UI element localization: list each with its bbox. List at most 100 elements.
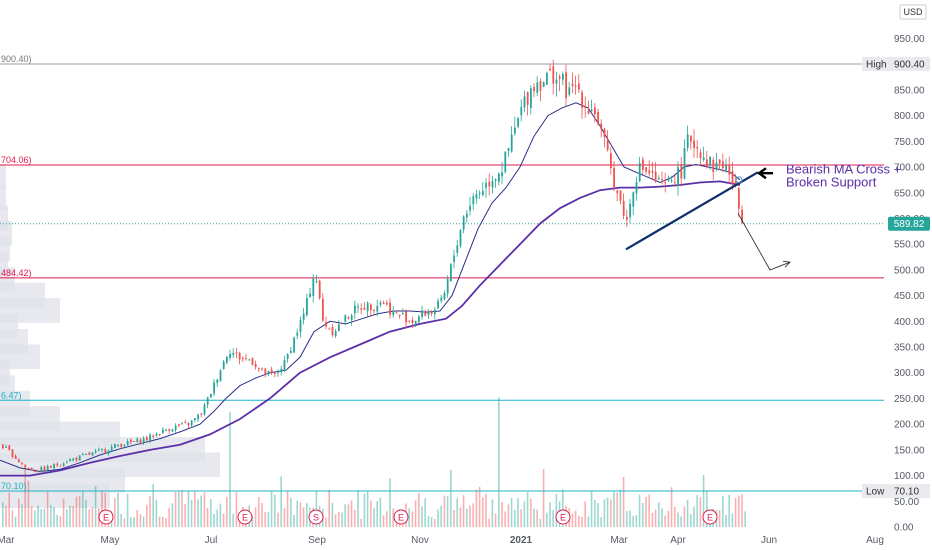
candle-body — [546, 72, 548, 85]
candle — [517, 116, 519, 129]
volume-bar — [552, 510, 554, 527]
candle — [594, 103, 596, 123]
candle — [725, 158, 727, 173]
low-tag-value: 70.10 — [894, 486, 919, 497]
candle — [587, 100, 590, 115]
volume-bar — [101, 491, 103, 527]
candle — [382, 300, 385, 305]
volume-bar — [533, 508, 535, 527]
volume-bar — [78, 496, 81, 527]
volume-bar — [744, 511, 746, 527]
candle — [642, 157, 644, 175]
candle — [680, 157, 683, 187]
earnings-marker-label: S — [313, 513, 319, 523]
short-moving-average — [0, 102, 741, 473]
candle — [398, 314, 401, 319]
candle — [277, 369, 279, 377]
candle — [226, 355, 228, 365]
candle-body — [421, 310, 423, 317]
volume-bar — [280, 476, 282, 527]
candle-body — [440, 297, 443, 301]
candle — [581, 90, 583, 119]
volume-bar — [50, 504, 52, 527]
volume-bar — [69, 505, 71, 527]
volume-bar — [184, 504, 186, 527]
candle-body — [501, 172, 503, 177]
volume-bar — [523, 501, 526, 527]
volume-bar — [494, 513, 497, 527]
candle — [370, 303, 372, 317]
candle — [354, 300, 356, 320]
volume-bar — [376, 501, 378, 527]
volume-bar — [181, 490, 183, 527]
earnings-marker-label: E — [560, 513, 566, 523]
candle-body — [366, 302, 369, 312]
x-tick-label: Apr — [670, 535, 686, 546]
volume-bar — [34, 510, 36, 527]
candle — [485, 178, 487, 198]
candle — [584, 96, 587, 118]
volume-bar — [53, 506, 55, 527]
x-tick-label: May — [101, 535, 120, 546]
low-tag-bg — [862, 483, 930, 498]
volume-bar — [350, 500, 353, 527]
candle — [530, 85, 532, 115]
candle-body — [114, 444, 116, 448]
candle — [414, 320, 417, 327]
candle-body — [498, 173, 500, 182]
candle-body — [699, 152, 702, 159]
candle-body — [549, 68, 551, 71]
candle — [619, 190, 622, 205]
candle — [56, 462, 59, 468]
candle-body — [530, 88, 532, 108]
candle-body — [197, 414, 199, 420]
candle — [373, 308, 375, 314]
candle-body — [30, 467, 33, 471]
candle-body — [427, 312, 430, 315]
candle — [610, 147, 612, 175]
volume-bar — [261, 502, 263, 527]
candle — [37, 470, 39, 473]
candle-body — [395, 312, 398, 314]
candle — [158, 433, 161, 437]
volume-bar — [389, 478, 391, 527]
candle-body — [386, 302, 388, 305]
volume-bar — [418, 493, 420, 527]
y-tick-label: 150.00 — [894, 445, 925, 456]
candle — [645, 167, 647, 175]
candle-body — [626, 216, 628, 220]
candle-body — [53, 463, 55, 469]
candle-body — [370, 304, 372, 311]
volume-profile-bar — [0, 251, 8, 277]
volume-bar — [216, 509, 218, 527]
candle — [533, 83, 535, 98]
volume-bar — [200, 495, 202, 527]
candle — [254, 360, 257, 370]
candle-body — [616, 190, 619, 194]
candle — [104, 447, 107, 454]
y-tick-label: 850.00 — [894, 85, 925, 96]
candle — [82, 452, 84, 456]
candle-body — [603, 128, 606, 137]
candle — [30, 467, 33, 471]
candle — [453, 249, 455, 269]
price-axis[interactable]: 0.00 50.00 100.00 150.00 200.00 250.00 300.00 3… — [894, 4, 927, 534]
candle-body — [709, 156, 711, 165]
candle-body — [610, 153, 612, 168]
candle — [574, 75, 577, 95]
candle-body — [619, 190, 622, 201]
candle — [562, 71, 564, 86]
candle — [677, 161, 679, 196]
time-axis[interactable]: Mar May Jul Sep Nov 2021 Mar Apr Jun Aug — [0, 535, 884, 546]
volume-bar — [520, 509, 522, 527]
candle-body — [674, 182, 676, 184]
volume-bar — [8, 492, 10, 527]
candle — [328, 327, 331, 330]
candle-body — [507, 148, 510, 151]
volume-bar — [382, 515, 385, 527]
candle-body — [315, 281, 318, 282]
candle-body — [302, 313, 305, 320]
volume-bar — [229, 412, 231, 527]
volume-profile-bar — [0, 359, 10, 385]
volume-bar — [466, 508, 468, 527]
